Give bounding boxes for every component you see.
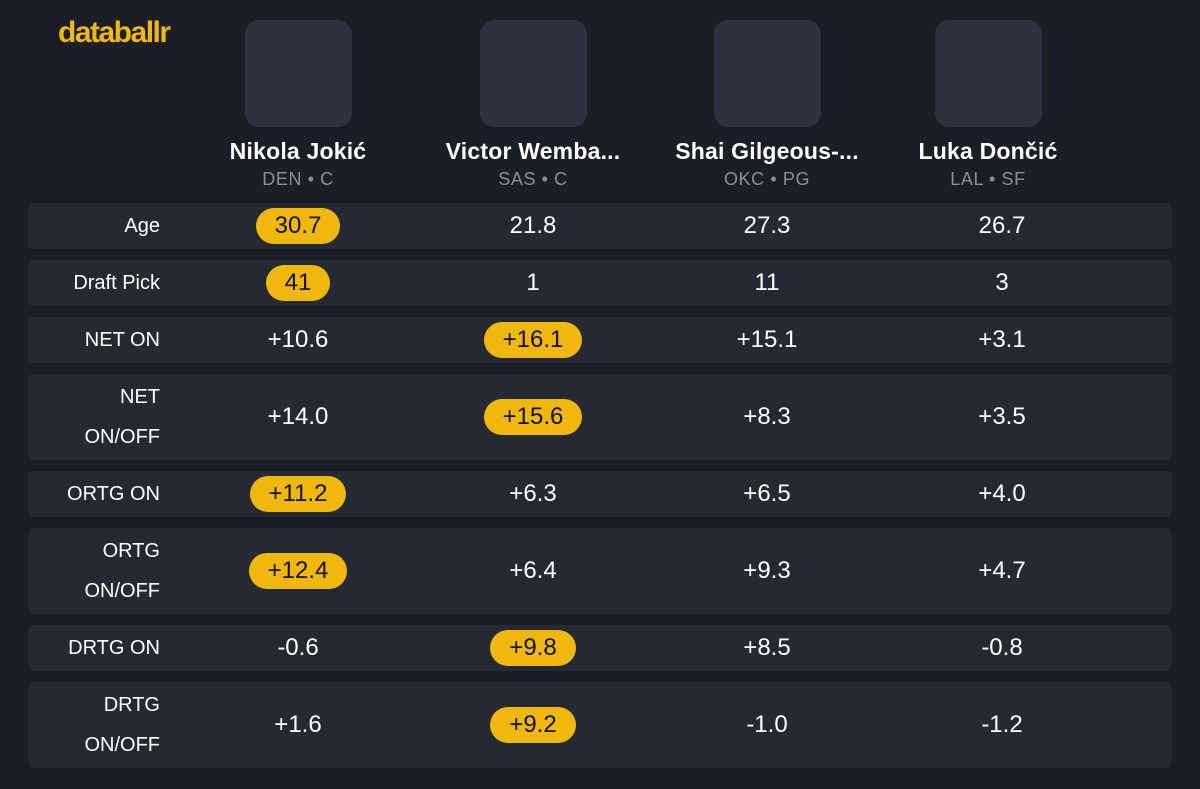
table-row: NET ON +10.6 +16.1 +15.1 +3.1 xyxy=(28,317,1172,363)
stat-cell: +12.4 xyxy=(188,528,408,614)
player-header: Nikola Jokić DEN • C xyxy=(188,20,408,190)
stat-cell: +3.5 xyxy=(892,374,1112,460)
stat-value: 21.8 xyxy=(509,212,557,239)
stat-value-highlighted: 41 xyxy=(265,265,331,301)
stat-value: +1.6 xyxy=(274,711,322,738)
player-name: Shai Gilgeous-... xyxy=(675,138,859,164)
stat-value: +8.3 xyxy=(743,403,791,430)
stat-value: -0.8 xyxy=(981,634,1023,661)
player-avatar xyxy=(934,20,1042,127)
stat-value-highlighted: +9.2 xyxy=(490,707,576,743)
stat-cell: +15.6 xyxy=(423,374,643,460)
table-row: Draft Pick 41 1 11 3 xyxy=(28,260,1172,306)
player-header: Luka Dončić LAL • SF xyxy=(878,20,1098,190)
stat-cell: +6.3 xyxy=(423,471,643,517)
stat-cell: -0.8 xyxy=(892,625,1112,671)
stat-value: +4.0 xyxy=(978,480,1026,507)
row-label: Age xyxy=(124,215,160,237)
stat-value: +14.0 xyxy=(267,403,329,430)
player-team-position: DEN • C xyxy=(262,169,334,189)
stat-value: +3.5 xyxy=(978,403,1026,430)
stat-cell: 30.7 xyxy=(188,203,408,249)
table-row: DRTG ON/OFF +1.6 +9.2 -1.0 -1.2 xyxy=(28,682,1172,768)
row-label: DRTG ON xyxy=(68,637,160,659)
row-label: ORTG ON/OFF xyxy=(84,540,160,602)
row-label: NET ON/OFF xyxy=(84,386,160,448)
player-avatar xyxy=(244,20,352,127)
stat-cell: 3 xyxy=(892,260,1112,306)
stat-value-highlighted: +9.8 xyxy=(490,630,576,666)
stat-cell: +9.8 xyxy=(423,625,643,671)
table-row: NET ON/OFF +14.0 +15.6 +8.3 +3.5 xyxy=(28,374,1172,460)
stat-value: +9.3 xyxy=(743,557,791,584)
stat-value-highlighted: +15.6 xyxy=(483,399,583,435)
stat-value: -1.2 xyxy=(981,711,1023,738)
stat-value: +15.1 xyxy=(736,326,798,353)
stat-value-highlighted: 30.7 xyxy=(255,208,341,244)
stat-cell: +6.4 xyxy=(423,528,643,614)
brand-logo: databallr xyxy=(58,16,171,49)
stat-value: 1 xyxy=(526,269,540,296)
stat-cell: +8.3 xyxy=(657,374,877,460)
stat-cell: -1.0 xyxy=(657,682,877,768)
stat-cell: +4.7 xyxy=(892,528,1112,614)
row-label: Draft Pick xyxy=(73,272,160,294)
stat-cell: +6.5 xyxy=(657,471,877,517)
stat-cell: 11 xyxy=(657,260,877,306)
stat-cell: +4.0 xyxy=(892,471,1112,517)
stat-value: -0.6 xyxy=(277,634,319,661)
stat-value: +6.4 xyxy=(509,557,557,584)
player-team-position: LAL • SF xyxy=(950,169,1026,189)
row-label: ORTG ON xyxy=(67,483,160,505)
row-label: NET ON xyxy=(84,329,160,351)
stat-cell: 21.8 xyxy=(423,203,643,249)
stat-cell: +8.5 xyxy=(657,625,877,671)
stat-cell: +9.3 xyxy=(657,528,877,614)
stat-cell: +1.6 xyxy=(188,682,408,768)
table-row: Age 30.7 21.8 27.3 26.7 xyxy=(28,203,1172,249)
stat-cell: +9.2 xyxy=(423,682,643,768)
stat-cell: -1.2 xyxy=(892,682,1112,768)
stat-cell: +16.1 xyxy=(423,317,643,363)
stat-value-highlighted: +11.2 xyxy=(249,476,347,512)
stat-cell: +3.1 xyxy=(892,317,1112,363)
stat-cell: +10.6 xyxy=(188,317,408,363)
stat-value: +4.7 xyxy=(978,557,1026,584)
stat-value: +6.5 xyxy=(743,480,791,507)
stat-cell: +14.0 xyxy=(188,374,408,460)
stat-value: +10.6 xyxy=(267,326,329,353)
table-row: ORTG ON +11.2 +6.3 +6.5 +4.0 xyxy=(28,471,1172,517)
stat-cell: -0.6 xyxy=(188,625,408,671)
stat-value-highlighted: +16.1 xyxy=(483,322,583,358)
stat-cell: +11.2 xyxy=(188,471,408,517)
player-team-position: OKC • PG xyxy=(723,169,811,189)
player-team-position: SAS • C xyxy=(498,169,568,189)
stat-cell: 26.7 xyxy=(892,203,1112,249)
row-label: DRTG ON/OFF xyxy=(84,694,160,756)
stat-value-highlighted: +12.4 xyxy=(248,553,348,589)
stat-cell: +15.1 xyxy=(657,317,877,363)
player-name: Luka Dončić xyxy=(918,138,1058,164)
stat-cell: 41 xyxy=(188,260,408,306)
stat-value: 3 xyxy=(995,269,1009,296)
table-row: DRTG ON -0.6 +9.8 +8.5 -0.8 xyxy=(28,625,1172,671)
stat-value: +8.5 xyxy=(743,634,791,661)
stat-value: 27.3 xyxy=(743,212,791,239)
stat-cell: 27.3 xyxy=(657,203,877,249)
stat-value: +3.1 xyxy=(978,326,1026,353)
player-name: Victor Wemba... xyxy=(445,138,621,164)
stat-value: -1.0 xyxy=(746,711,788,738)
stat-value: +6.3 xyxy=(509,480,557,507)
stat-cell: 1 xyxy=(423,260,643,306)
player-name: Nikola Jokić xyxy=(229,138,367,164)
stat-value: 26.7 xyxy=(978,212,1026,239)
player-avatar xyxy=(713,20,821,127)
player-header: Shai Gilgeous-... OKC • PG xyxy=(657,20,877,190)
player-header: Victor Wemba... SAS • C xyxy=(423,20,643,190)
table-row: ORTG ON/OFF +12.4 +6.4 +9.3 +4.7 xyxy=(28,528,1172,614)
stat-value: 11 xyxy=(754,269,780,296)
player-avatar xyxy=(479,20,587,127)
